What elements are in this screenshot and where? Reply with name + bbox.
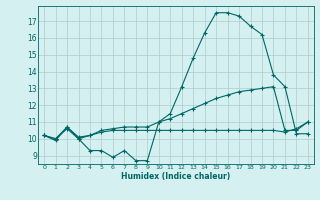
X-axis label: Humidex (Indice chaleur): Humidex (Indice chaleur) [121,172,231,181]
